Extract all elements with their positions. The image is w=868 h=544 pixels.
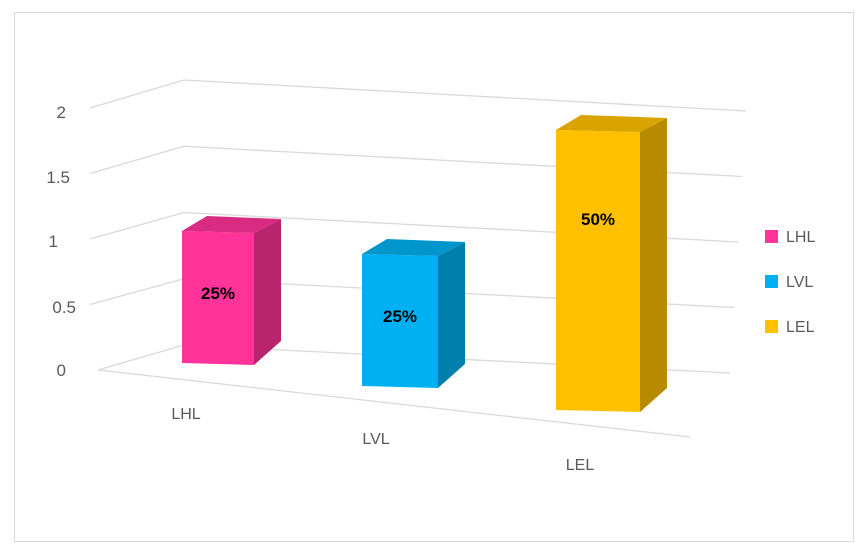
data-label-lhl: 25% bbox=[201, 284, 235, 303]
legend-swatch-lel bbox=[765, 320, 778, 333]
bar-top-lvl bbox=[362, 239, 465, 256]
bar-front-lhl bbox=[182, 231, 254, 365]
bar-side-lvl bbox=[438, 242, 465, 388]
bar-lhl: 25% bbox=[182, 216, 281, 365]
bar-top-lhl bbox=[182, 216, 281, 233]
legend-swatch-lvl bbox=[765, 275, 778, 288]
gridline-back-4 bbox=[183, 79, 747, 112]
y-tick-0.5: 0.5 bbox=[52, 298, 76, 317]
bar-side-lhl bbox=[254, 219, 281, 365]
y-tick-0: 0 bbox=[57, 361, 66, 380]
gridline-side-4 bbox=[89, 79, 185, 109]
data-label-lel: 50% bbox=[581, 210, 615, 229]
bar-lel: 50% bbox=[556, 115, 667, 412]
bar-lvl: 25% bbox=[362, 239, 465, 388]
bar-front-lvl bbox=[362, 254, 438, 388]
data-label-lvl: 25% bbox=[383, 307, 417, 326]
legend: LHL LVL LEL bbox=[765, 229, 815, 336]
bars: 25% 25% 50% bbox=[182, 115, 667, 412]
y-tick-2: 2 bbox=[57, 103, 66, 122]
gridline-side-0 bbox=[97, 344, 185, 371]
y-tick-1: 1 bbox=[49, 232, 58, 251]
legend-label-lvl: LVL bbox=[786, 274, 813, 291]
legend-label-lel: LEL bbox=[786, 319, 815, 336]
y-axis-ticks: 0 0.5 1 1.5 2 bbox=[46, 103, 76, 380]
gridline-side-2 bbox=[89, 211, 185, 240]
x-tick-lel: LEL bbox=[566, 457, 595, 474]
floor-front-edge bbox=[97, 369, 691, 438]
bar-top-lel bbox=[556, 115, 667, 132]
bar-side-lel bbox=[640, 118, 667, 412]
gridline-side-1 bbox=[89, 278, 185, 306]
legend-label-lhl: LHL bbox=[786, 229, 815, 246]
legend-swatch-lhl bbox=[765, 230, 778, 243]
bar-front-lel bbox=[556, 130, 640, 412]
x-tick-lvl: LVL bbox=[362, 431, 389, 448]
y-tick-1.5: 1.5 bbox=[46, 168, 70, 187]
x-tick-lhl: LHL bbox=[171, 406, 200, 423]
x-axis-categories: LHL LVL LEL bbox=[171, 406, 594, 474]
gridline-side-3 bbox=[89, 145, 185, 175]
